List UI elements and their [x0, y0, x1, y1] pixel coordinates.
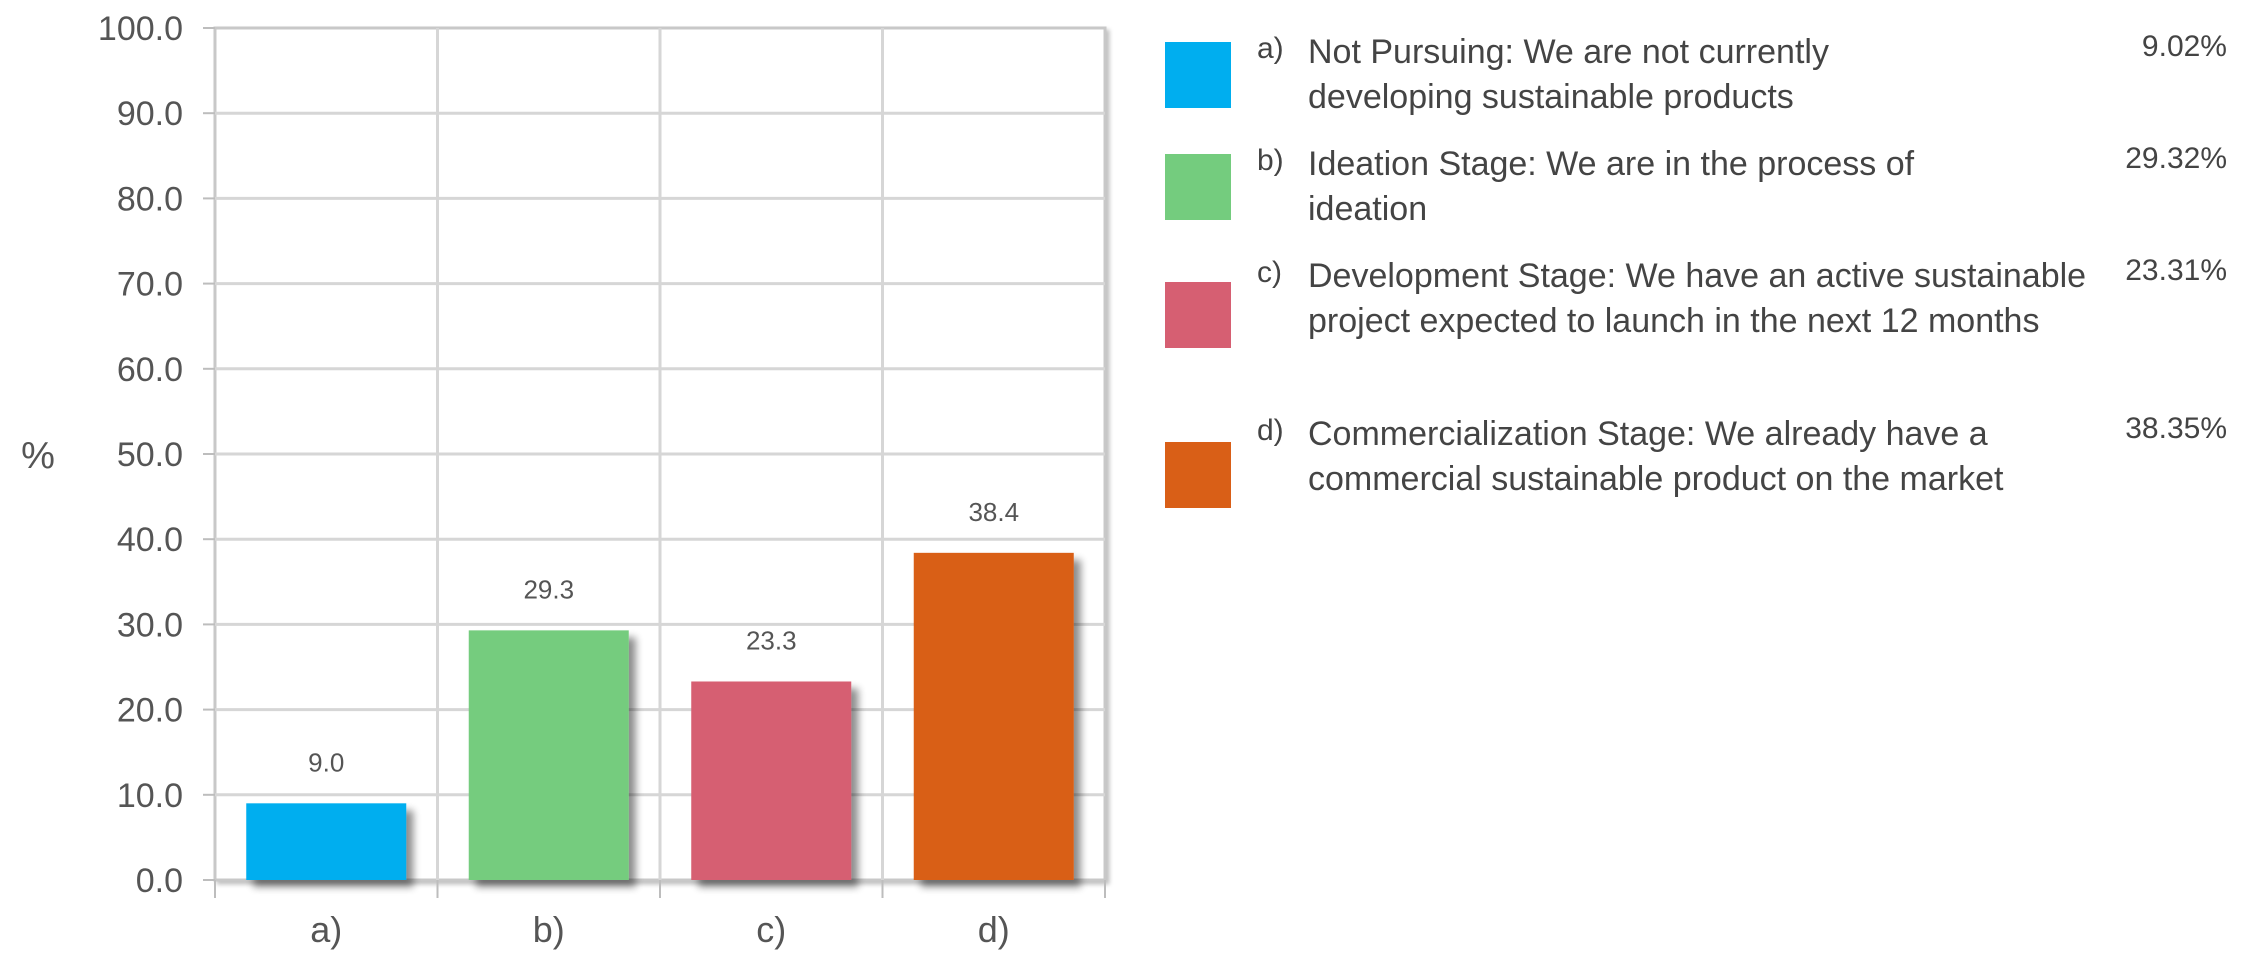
legend-swatch	[1165, 282, 1231, 348]
bar-value-label: 38.4	[968, 497, 1019, 527]
y-tick-label: 0.0	[136, 862, 183, 900]
bar-chart-plot: 0.0 10.0 20.0 30.0 40.0 50.0 60.0 70.0 80.0 90.0 1…	[21, 10, 1107, 950]
y-axis-label: %	[21, 435, 55, 477]
legend-percent: 29.32%	[2125, 142, 2227, 175]
bar-a[interactable]	[246, 803, 407, 880]
labels: 0.0 10.0 20.0 30.0 40.0 50.0 60.0 70.0 80.0 90.0 1…	[21, 10, 1019, 950]
legend-letter: b)	[1257, 144, 1284, 177]
bar-value-label: 9.0	[308, 747, 344, 777]
y-tick-label: 10.0	[117, 777, 183, 815]
legend-percent: 23.31%	[2125, 254, 2227, 287]
legend-item[interactable]: c) Development Stage: We have an active s…	[1165, 254, 2235, 412]
x-category-label: c)	[756, 909, 786, 950]
grid	[203, 26, 1107, 898]
bar-b[interactable]	[468, 630, 629, 880]
x-category-label: a)	[310, 909, 342, 950]
legend-text: Not Pursuing: We are not currently devel…	[1308, 33, 1829, 116]
x-category-label: b)	[533, 909, 565, 950]
y-tick-label: 90.0	[117, 95, 183, 133]
legend-item[interactable]: a) Not Pursuing: We are not currently dev…	[1165, 30, 2235, 142]
legend-text: Ideation Stage: We are in the process of…	[1308, 145, 1915, 228]
legend-letter: a)	[1257, 32, 1284, 65]
legend-swatch	[1165, 442, 1231, 508]
y-tick-label: 100.0	[98, 10, 183, 48]
y-tick-label: 70.0	[117, 266, 183, 304]
x-category-label: d)	[978, 909, 1010, 950]
y-tick-label: 80.0	[117, 180, 183, 218]
legend-letter: c)	[1257, 256, 1282, 289]
y-tick-label: 40.0	[117, 521, 183, 559]
legend-item[interactable]: b) Ideation Stage: We are in the process …	[1165, 142, 2235, 254]
legend-swatch	[1165, 42, 1231, 108]
y-tick-label: 20.0	[117, 692, 183, 730]
legend-swatch	[1165, 154, 1231, 220]
bar-c[interactable]	[691, 681, 852, 880]
legend-letter: d)	[1257, 414, 1284, 447]
legend-text: Development Stage: We have an active sus…	[1308, 257, 2087, 340]
legend-item[interactable]: d) Commercialization Stage: We already ha…	[1165, 412, 2235, 570]
bar-value-label: 29.3	[523, 574, 574, 604]
bar-value-label: 23.3	[746, 625, 797, 655]
legend-percent: 9.02%	[2141, 30, 2227, 63]
legend: a) Not Pursuing: We are not currently dev…	[1165, 30, 2235, 570]
y-tick-label: 30.0	[117, 606, 183, 644]
y-tick-label: 50.0	[117, 436, 183, 474]
legend-text: Commercialization Stage: We already have…	[1308, 415, 2004, 498]
bar-d[interactable]	[913, 552, 1074, 880]
bars	[246, 552, 1074, 880]
y-tick-label: 60.0	[117, 351, 183, 389]
legend-percent: 38.35%	[2125, 412, 2227, 445]
